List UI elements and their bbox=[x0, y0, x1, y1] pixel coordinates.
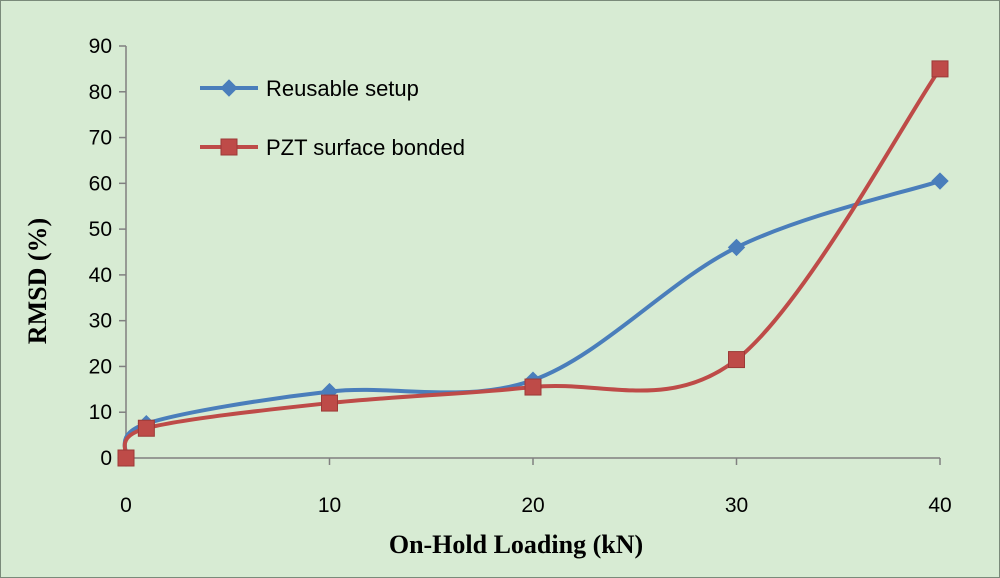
data-point bbox=[727, 238, 746, 257]
axes bbox=[125, 46, 940, 459]
x-tick-label: 40 bbox=[928, 494, 951, 517]
y-tick-label: 50 bbox=[89, 218, 112, 241]
data-point bbox=[728, 351, 745, 369]
y-tick-label: 30 bbox=[89, 310, 112, 333]
data-point bbox=[931, 172, 949, 190]
legend-item: Reusable setup bbox=[200, 76, 419, 101]
series-2 bbox=[117, 60, 949, 467]
y-axis-title: RMSD (%) bbox=[23, 218, 52, 344]
data-point bbox=[137, 419, 155, 437]
series-line bbox=[122, 179, 941, 460]
y-tick-label: 40 bbox=[89, 264, 112, 287]
series-layer bbox=[117, 60, 949, 467]
legend: Reusable setup PZT surface bonded bbox=[200, 76, 465, 160]
x-tick-label: 20 bbox=[521, 494, 544, 517]
series-1 bbox=[117, 172, 949, 467]
y-tick-label: 70 bbox=[89, 127, 112, 150]
x-axis-title: On-Hold Loading (kN) bbox=[389, 530, 643, 559]
legend-label: Reusable setup bbox=[266, 76, 419, 101]
x-tick-label: 30 bbox=[725, 494, 748, 517]
x-ticks: 0 10 20 30 40 bbox=[120, 458, 952, 517]
legend-marker bbox=[220, 79, 238, 97]
series-line bbox=[122, 67, 942, 460]
x-tick-label: 10 bbox=[318, 494, 341, 517]
legend-item: PZT surface bonded bbox=[200, 135, 465, 160]
y-tick-label: 20 bbox=[89, 355, 112, 378]
y-tick-label: 90 bbox=[89, 35, 112, 58]
data-point bbox=[321, 394, 338, 412]
y-tick-label: 60 bbox=[89, 172, 112, 195]
data-point bbox=[931, 60, 949, 78]
y-tick-label: 0 bbox=[100, 447, 112, 470]
data-point bbox=[524, 378, 542, 396]
y-tick-label: 10 bbox=[89, 401, 112, 424]
data-point bbox=[117, 449, 135, 467]
y-ticks: 0 10 20 30 40 50 60 70 80 90 bbox=[89, 35, 126, 470]
legend-marker bbox=[220, 138, 238, 156]
legend-label: PZT surface bonded bbox=[266, 135, 465, 160]
x-tick-label: 0 bbox=[120, 494, 132, 517]
y-tick-label: 80 bbox=[89, 81, 112, 104]
